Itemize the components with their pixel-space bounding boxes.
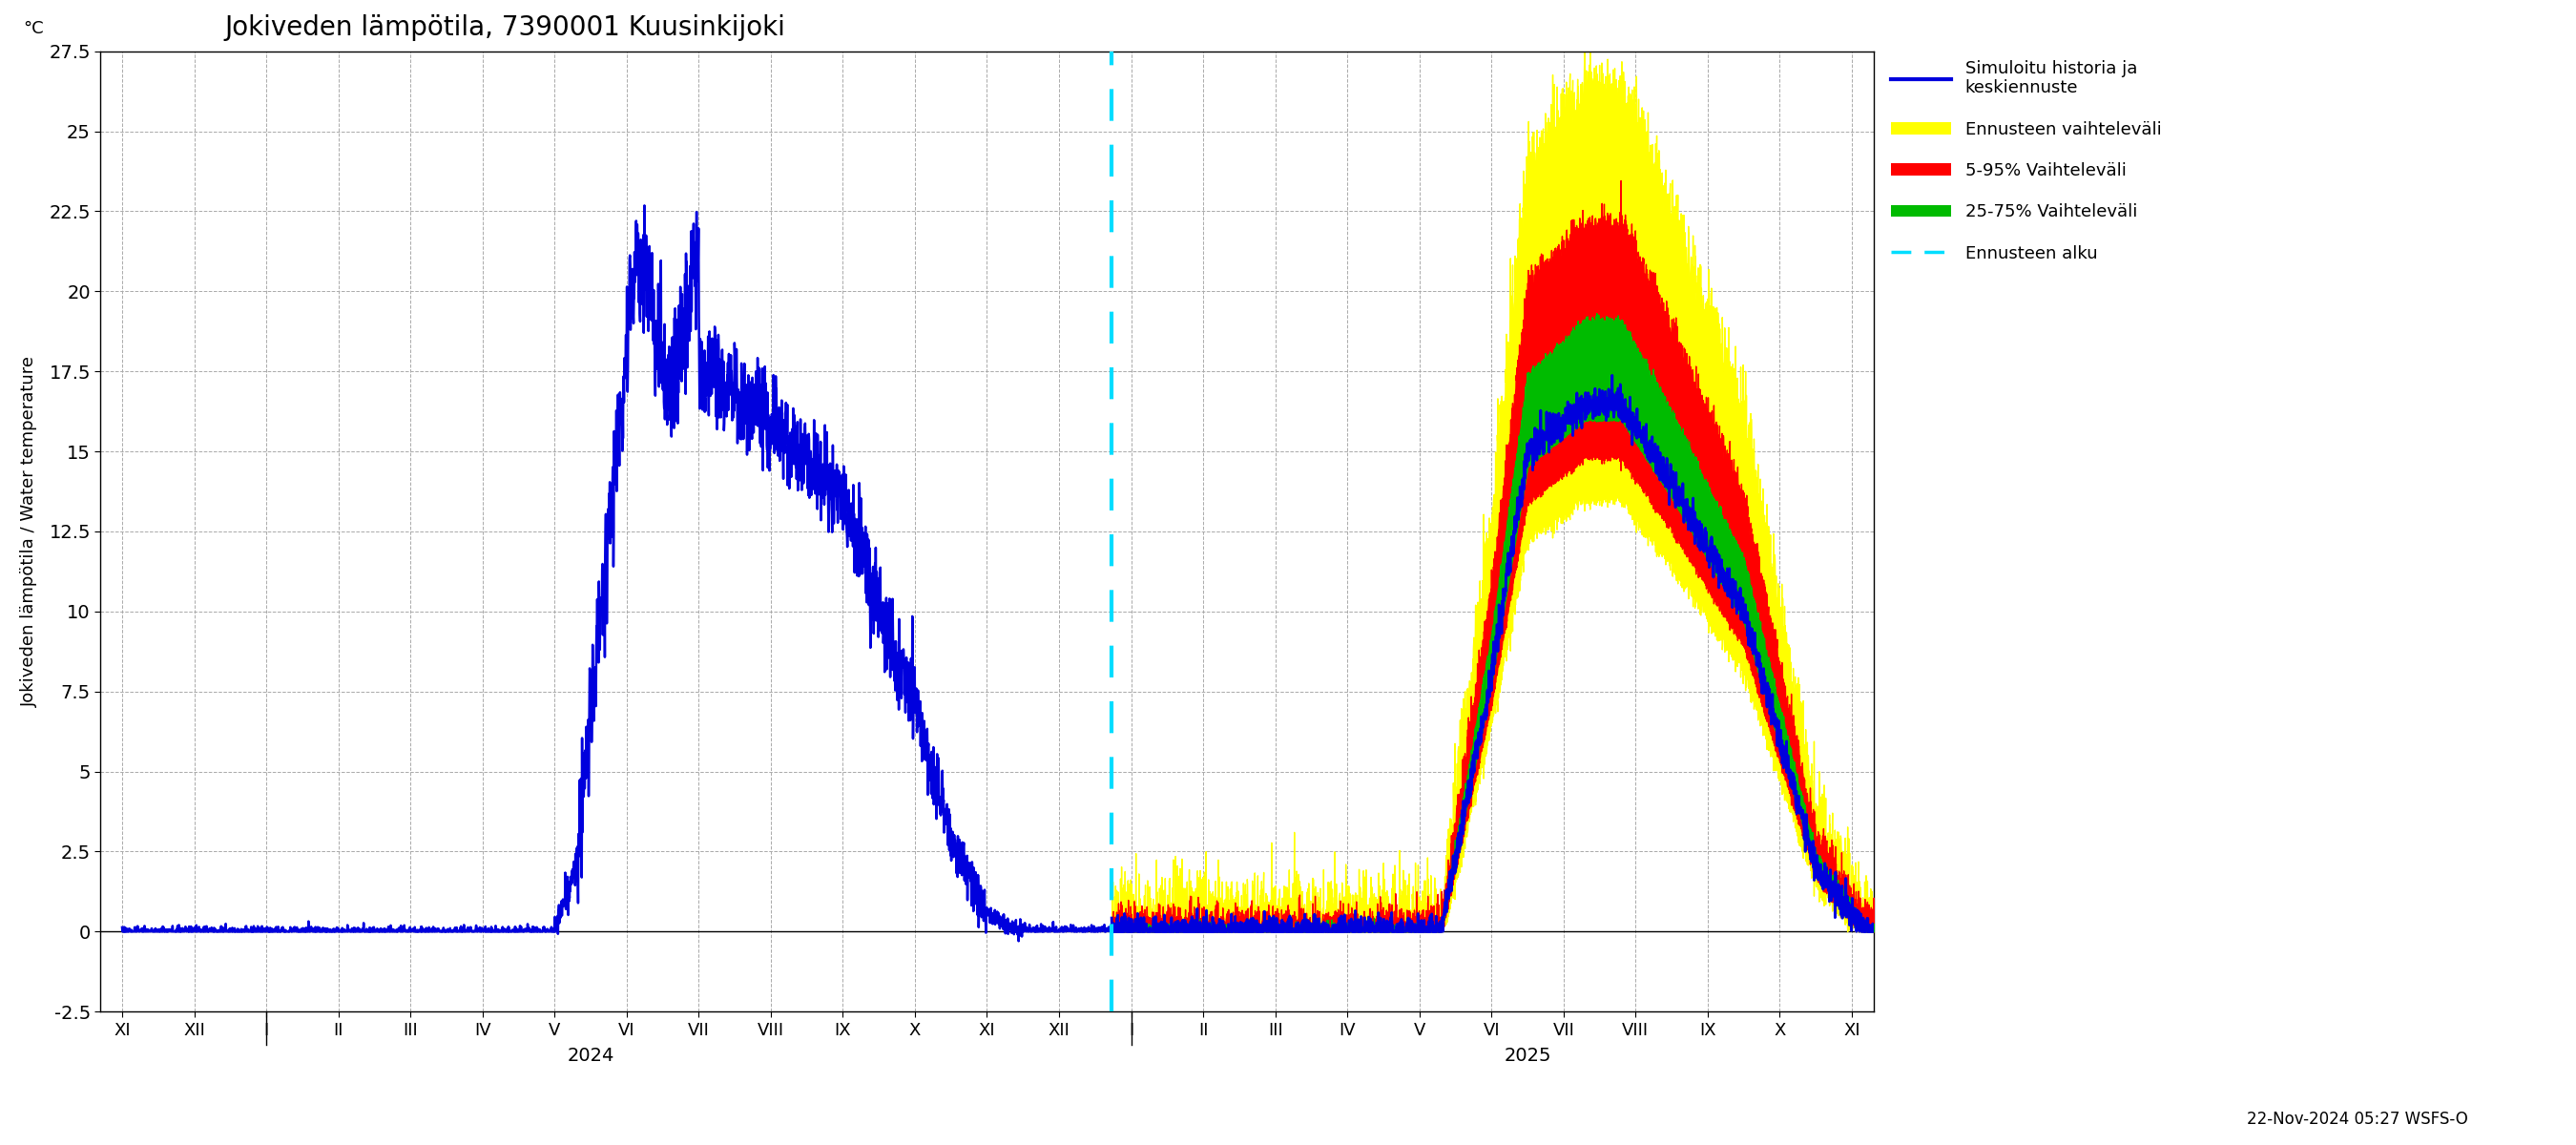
Text: 22-Nov-2024 05:27 WSFS-O: 22-Nov-2024 05:27 WSFS-O bbox=[2246, 1111, 2468, 1128]
Text: 2024: 2024 bbox=[567, 1047, 613, 1065]
Text: °C: °C bbox=[23, 19, 44, 37]
Legend: Simuloitu historia ja
keskiennuste, Ennusteen vaihteleväli, 5-95% Vaihteleväli, : Simuloitu historia ja keskiennuste, Ennu… bbox=[1891, 60, 2161, 262]
Text: Jokiveden lämpötila, 7390001 Kuusinkijoki: Jokiveden lämpötila, 7390001 Kuusinkijok… bbox=[224, 14, 786, 41]
Text: 2025: 2025 bbox=[1504, 1047, 1551, 1065]
Y-axis label: Jokiveden lämpötila / Water temperature: Jokiveden lämpötila / Water temperature bbox=[21, 356, 39, 706]
